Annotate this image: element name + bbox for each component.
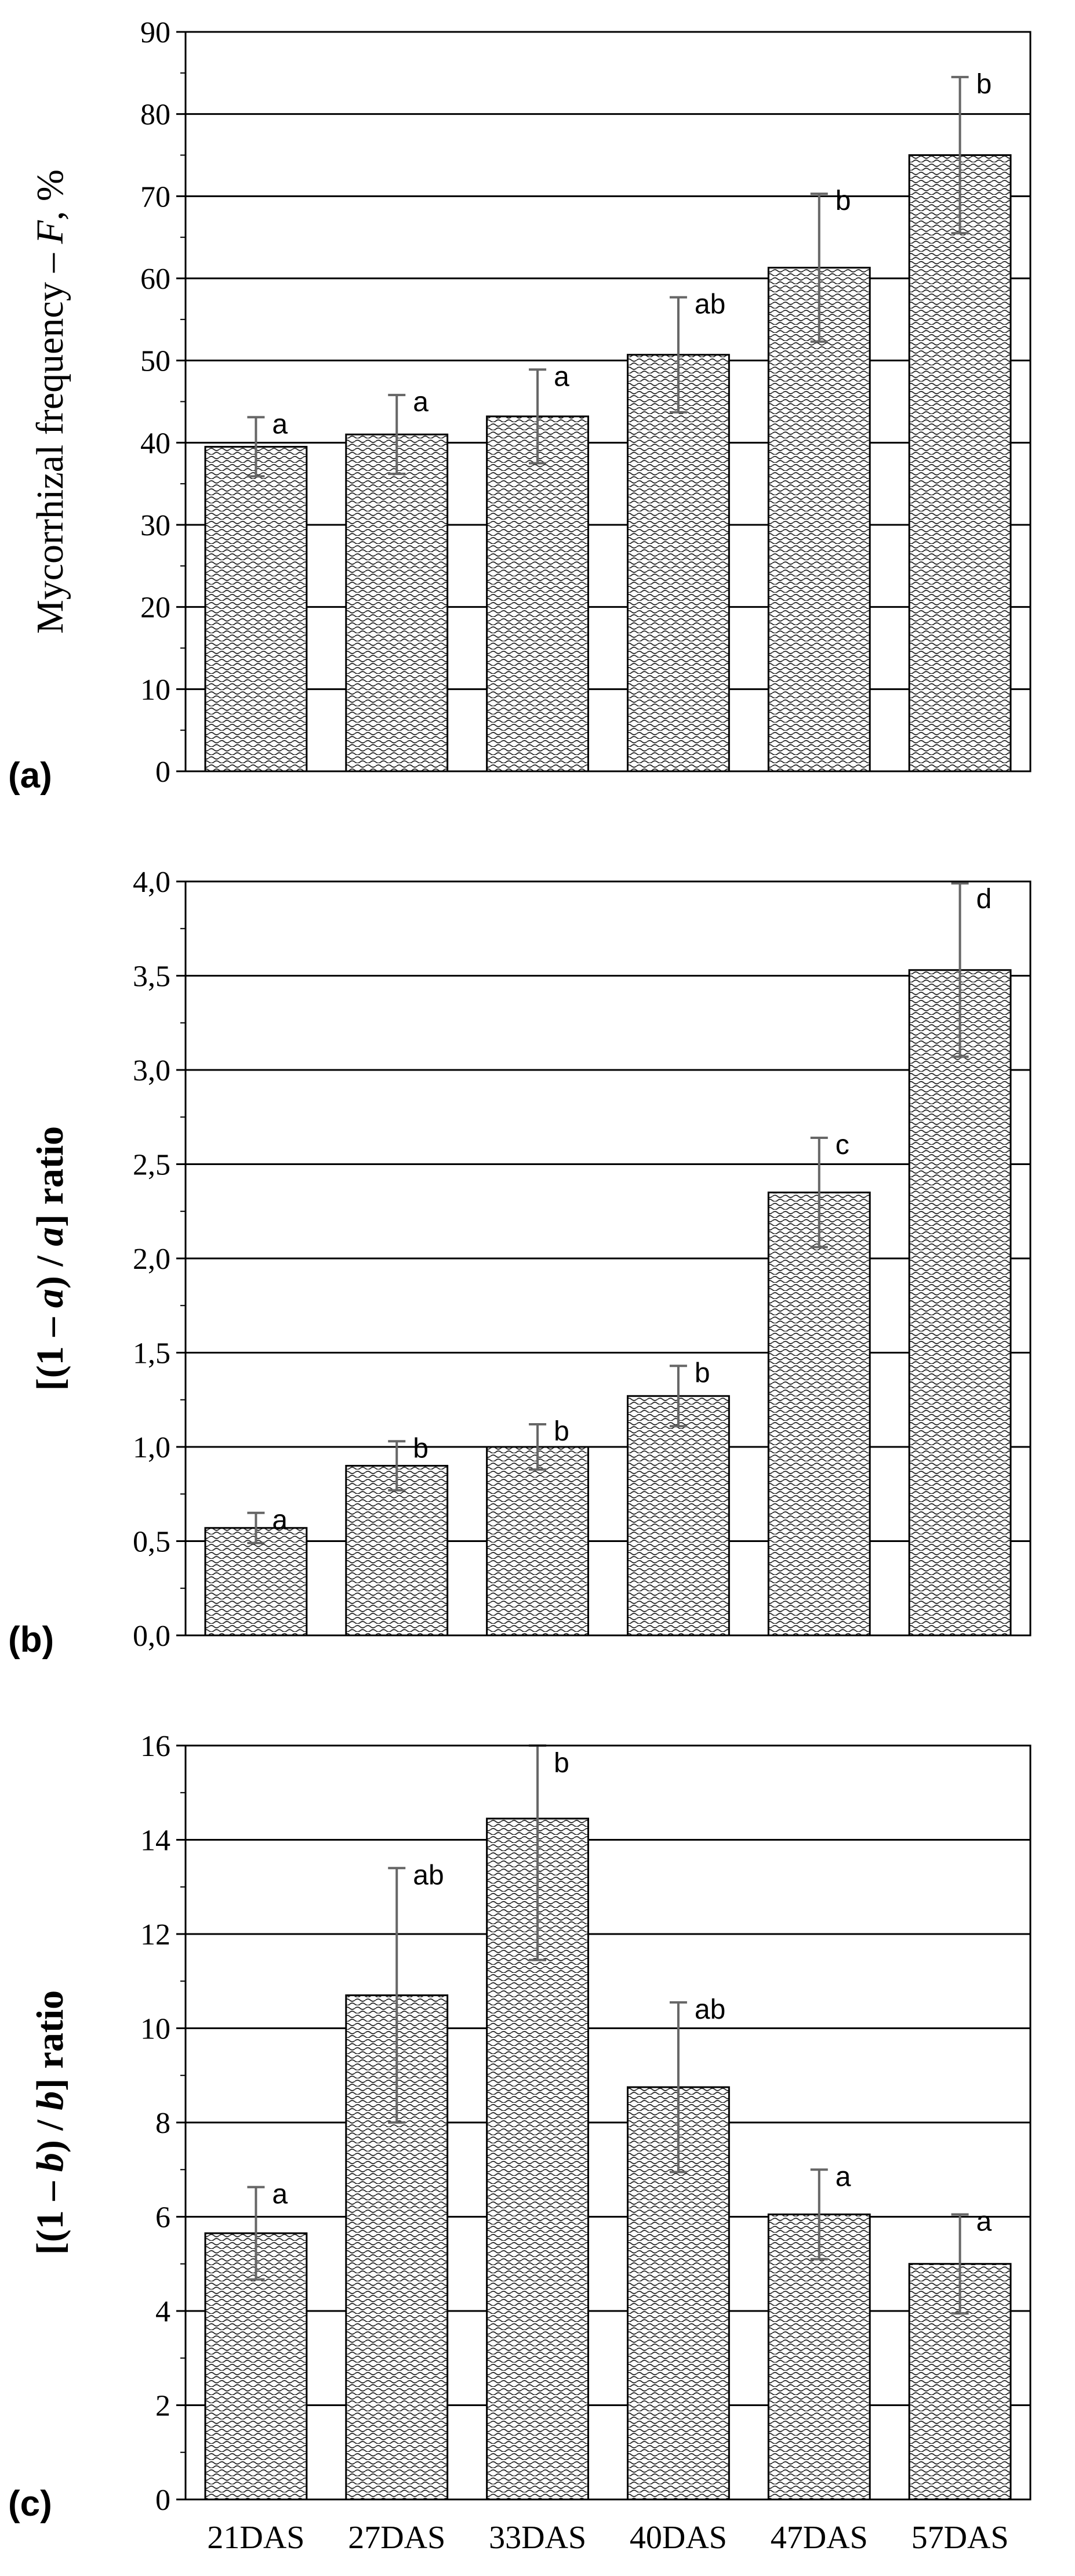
y-tick-label: 90 xyxy=(140,16,170,49)
bar-40DAS xyxy=(626,354,730,772)
y-tick-label: 3,0 xyxy=(133,1054,170,1087)
significance-letter: a xyxy=(272,409,288,440)
x-tick-label: 27DAS xyxy=(348,2520,445,2556)
significance-letter: a xyxy=(554,361,569,392)
panel-1: 0 10 20 30 40 50 60 70 80 90 a a a ab b b Mycorrhizal fr… xyxy=(8,16,1032,796)
y-tick-label: 2,5 xyxy=(133,1149,170,1182)
plot-frame xyxy=(184,31,1032,772)
y-axis-label: [(1 – a) / a] ratio xyxy=(29,1126,71,1391)
bar-27DAS xyxy=(345,1465,449,1637)
y-tick-label: 50 xyxy=(140,345,170,378)
significance-letter: b xyxy=(413,1433,428,1464)
plot-frame xyxy=(184,880,1032,1637)
x-tick-label: 33DAS xyxy=(489,2520,586,2556)
y-tick-label: 14 xyxy=(140,1824,170,1857)
bar-57DAS xyxy=(908,154,1012,772)
significance-letter: b xyxy=(976,69,992,100)
x-tick-label: 40DAS xyxy=(630,2520,727,2556)
bar-47DAS xyxy=(767,1191,871,1637)
y-tick-label: 40 xyxy=(140,427,170,460)
y-tick-label: 10 xyxy=(140,673,170,706)
significance-letter: a xyxy=(413,387,428,418)
significance-letter: b xyxy=(554,1748,569,1779)
y-tick-label: 4,0 xyxy=(133,866,170,899)
significance-letter: a xyxy=(272,2179,288,2209)
significance-letter: d xyxy=(976,884,992,915)
panel-label: (a) xyxy=(8,756,52,796)
y-tick-label: 80 xyxy=(140,99,170,132)
y-tick-label: 2 xyxy=(155,2390,170,2423)
y-tick-label: 30 xyxy=(140,509,170,542)
y-tick-label: 60 xyxy=(140,263,170,296)
y-tick-label: 10 xyxy=(140,2013,170,2046)
y-tick-label: 16 xyxy=(140,1730,170,1763)
bar-33DAS xyxy=(486,1446,590,1637)
bar-57DAS xyxy=(908,969,1012,1637)
significance-letter: ab xyxy=(413,1860,444,1891)
y-tick-label: 6 xyxy=(155,2201,170,2234)
panel-label: (b) xyxy=(8,1620,54,1660)
bar-33DAS xyxy=(486,415,590,772)
significance-letter: b xyxy=(695,1358,710,1388)
bar-21DAS xyxy=(204,445,308,772)
bar-47DAS xyxy=(767,2213,871,2501)
panel-2: 0,0 0,5 1,0 1,5 2,0 2,5 3,0 3,5 4,0 a b b b c d [(1 – a… xyxy=(8,866,1032,1660)
y-tick-label: 0 xyxy=(155,2484,170,2517)
y-tick-label: 12 xyxy=(140,1918,170,1951)
y-axis-label: [(1 – b) / b] ratio xyxy=(29,1990,71,2255)
panel-label: (c) xyxy=(8,2484,52,2524)
y-tick-label: 4 xyxy=(155,2295,170,2328)
panel-3: 0 2 4 6 8 10 12 14 16 a ab b ab a a [(1 – b) / b] ratio… xyxy=(8,1730,1032,2556)
y-tick-label: 1,5 xyxy=(133,1337,170,1370)
y-tick-label: 8 xyxy=(155,2107,170,2140)
x-tick-label: 57DAS xyxy=(911,2520,1009,2556)
significance-letter: ab xyxy=(695,1994,725,2025)
y-tick-label: 0 xyxy=(155,756,170,789)
significance-letter: a xyxy=(272,1505,288,1536)
y-axis-label: Mycorrhizal frequency – F, % xyxy=(29,169,71,634)
significance-letter: a xyxy=(836,2161,851,2192)
bar-21DAS xyxy=(204,1527,308,1637)
bar-47DAS xyxy=(767,267,871,772)
significance-letter: c xyxy=(836,1130,849,1160)
plot-frame xyxy=(184,1744,1032,2501)
y-tick-label: 0,0 xyxy=(133,1620,170,1653)
y-tick-label: 20 xyxy=(140,592,170,625)
significance-letter: a xyxy=(976,2206,992,2237)
x-tick-label: 21DAS xyxy=(207,2520,304,2556)
y-tick-label: 1,0 xyxy=(133,1431,170,1464)
bar-40DAS xyxy=(626,1395,730,1637)
bar-27DAS xyxy=(345,433,449,772)
x-tick-label: 47DAS xyxy=(771,2520,868,2556)
significance-letter: ab xyxy=(695,289,725,320)
y-tick-label: 2,0 xyxy=(133,1243,170,1276)
significance-letter: b xyxy=(836,186,851,216)
y-tick-label: 0,5 xyxy=(133,1526,170,1559)
y-tick-label: 70 xyxy=(140,180,170,213)
significance-letter: b xyxy=(554,1416,569,1447)
y-tick-label: 3,5 xyxy=(133,960,170,993)
